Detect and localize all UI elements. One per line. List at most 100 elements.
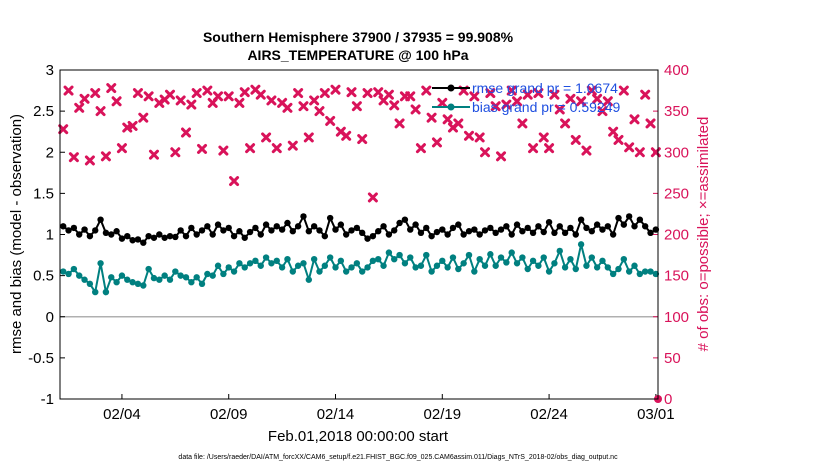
rmse-point (412, 221, 419, 228)
bias-point (508, 249, 515, 256)
rmse-point (513, 221, 521, 228)
y-axis-label-right: # of obs: o=possible; ×=assimilated (695, 117, 712, 352)
rmse-point (182, 232, 190, 240)
obs-assimilated-marker (634, 147, 645, 158)
bias-point (118, 272, 126, 279)
obs-assimilated-marker (549, 89, 560, 100)
rmse-point (641, 223, 649, 230)
bias-point (391, 255, 398, 263)
bias-point (380, 262, 387, 269)
bias-point (284, 255, 291, 263)
rmse-point (561, 229, 569, 237)
bias-point (636, 270, 644, 278)
rmse-point (604, 223, 612, 230)
obs-assimilated-marker (576, 96, 587, 107)
obs-assimilated-marker (383, 89, 394, 100)
bias-point (177, 272, 184, 279)
rmse-point (321, 232, 329, 240)
obs-assimilated-marker (170, 147, 181, 158)
bias-point (620, 255, 628, 263)
bias-point (529, 257, 537, 265)
bias-point (332, 264, 339, 271)
rmse-point (647, 229, 654, 237)
obs-assimilated-marker (597, 106, 608, 117)
bias-point (588, 254, 595, 261)
rmse-point (81, 226, 88, 233)
rmse-point (246, 228, 254, 236)
bias-point (433, 262, 441, 269)
bias-point (449, 254, 457, 261)
bias-point (273, 257, 280, 265)
bias-point (257, 262, 264, 269)
rmse-point (455, 221, 462, 228)
obs-assimilated-marker (426, 112, 437, 123)
rmse-point (385, 231, 393, 238)
rmse-point (407, 226, 414, 233)
obs-assimilated-marker (394, 118, 405, 129)
bias-point (647, 268, 654, 275)
obs-assimilated-marker (309, 95, 320, 106)
obs-assimilated-marker (84, 155, 95, 166)
rmse-point (401, 216, 409, 223)
rmse-point (113, 228, 120, 235)
rmse-point (214, 221, 222, 228)
bias-point (423, 251, 430, 259)
obs-assimilated-marker (581, 145, 592, 156)
rmse-point (396, 219, 403, 227)
obs-assimilated-marker (255, 89, 266, 100)
rmse-point (535, 223, 542, 230)
y-right-tick-label: 100 (664, 309, 689, 326)
rmse-point (284, 219, 291, 227)
rmse-point (124, 232, 131, 240)
obs-assimilated-marker (485, 88, 496, 99)
bias-point (230, 268, 238, 275)
rmse-point (348, 227, 355, 234)
y-right-tick-label: 0 (664, 391, 672, 408)
obs-assimilated-marker (522, 89, 533, 100)
rmse-point (503, 223, 510, 230)
rmse-point (102, 229, 110, 237)
bias-point (465, 251, 473, 259)
footer-data-file: data file: /Users/raeder/DAI/ATM_forcXX/… (178, 454, 618, 461)
obs-assimilated-marker (74, 102, 85, 113)
obs-assimilated-marker (613, 134, 624, 145)
rmse-point (289, 228, 296, 235)
bias-point (113, 279, 120, 286)
rmse-point (364, 235, 371, 242)
bias-point (545, 268, 553, 275)
bias-point (86, 280, 94, 288)
bias-point (556, 247, 563, 255)
bias-point (268, 260, 275, 267)
rmse-point (273, 223, 280, 230)
bias-point (353, 260, 361, 267)
rmse-point (257, 231, 264, 238)
obs-assimilated-marker (469, 91, 480, 102)
obs-assimilated-marker (373, 87, 384, 98)
rmse-point (492, 229, 499, 237)
obs-assimilated-marker (528, 143, 539, 154)
bias-point (326, 254, 334, 261)
bias-point (593, 264, 601, 271)
obs-assimilated-marker (362, 88, 373, 99)
rmse-point (652, 226, 660, 233)
rmse-point (188, 224, 195, 232)
rmse-point (268, 227, 275, 234)
bias-point (492, 262, 499, 269)
bias-point (615, 265, 622, 273)
legend-bias-label: bias grand pr = 0.59249 (472, 99, 620, 115)
obs-assimilated-marker (389, 100, 400, 111)
bias-point (583, 262, 590, 269)
rmse-point (433, 228, 441, 236)
bias-point (652, 270, 660, 278)
bias-point (108, 274, 115, 281)
rmse-point (359, 229, 366, 237)
y-right-tick-label: 300 (664, 144, 689, 161)
obs-assimilated-marker (346, 87, 357, 98)
obs-assimilated-marker (181, 127, 192, 138)
obs-assimilated-marker (357, 134, 368, 145)
bias-point (519, 254, 526, 261)
bias-point (156, 276, 163, 283)
rmse-point (236, 228, 243, 235)
rmse-point (209, 231, 216, 238)
obs-assimilated-marker (645, 118, 656, 129)
